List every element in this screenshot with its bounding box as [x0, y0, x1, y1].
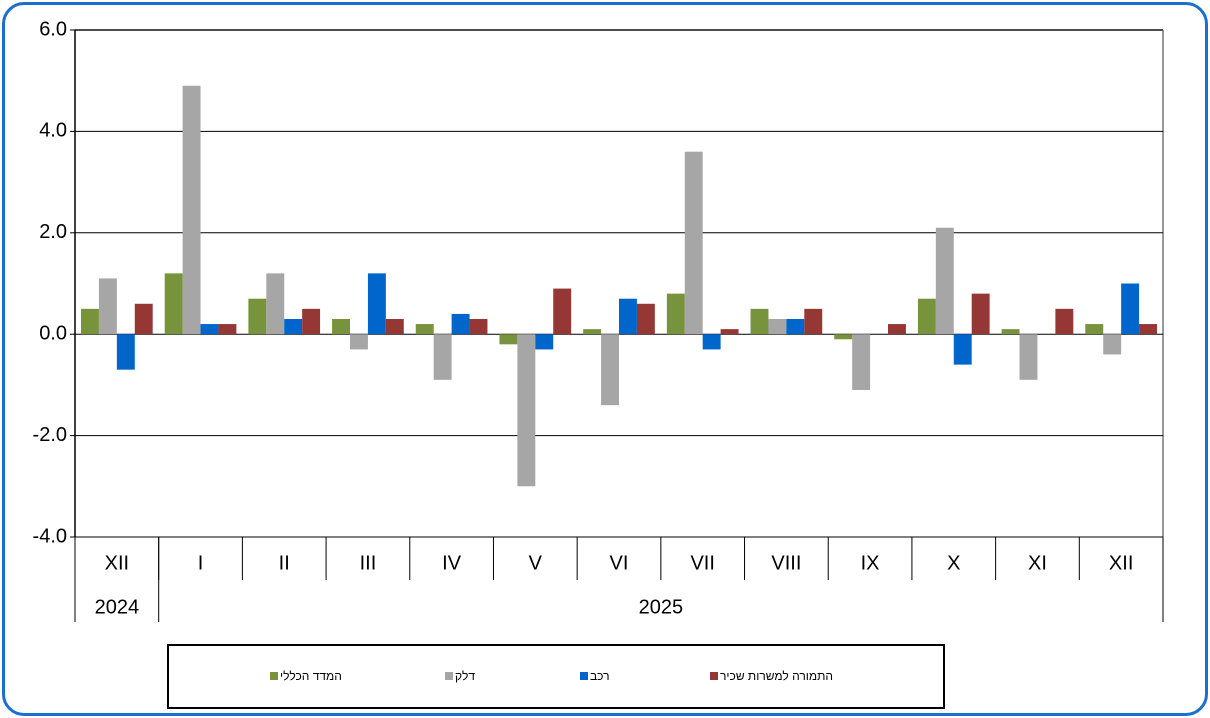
x-tick-label: VII — [690, 552, 714, 574]
bar — [499, 334, 518, 345]
bar — [917, 298, 936, 335]
bar — [804, 308, 823, 335]
bar — [971, 293, 990, 335]
bar — [684, 151, 703, 335]
bar — [636, 303, 655, 335]
bar — [200, 324, 219, 335]
bar — [768, 318, 787, 335]
legend-label: רכב — [590, 669, 610, 683]
legend-marker — [445, 672, 453, 680]
bar — [81, 308, 99, 335]
bar — [535, 334, 554, 350]
bar — [1001, 329, 1020, 335]
bar — [953, 334, 972, 365]
bar — [302, 308, 321, 335]
legend-label: התמורה למשרות שכיר — [720, 669, 833, 683]
x-tick-label: V — [529, 552, 543, 574]
bar — [116, 334, 135, 370]
x-tick-label: VIII — [771, 552, 801, 574]
bar — [451, 313, 470, 335]
legend-box — [167, 644, 945, 709]
legend-marker — [710, 672, 718, 680]
bar — [98, 278, 117, 335]
x-tick-label: XI — [1028, 552, 1047, 574]
bar — [888, 324, 906, 335]
bar — [720, 329, 739, 335]
bar — [1055, 308, 1074, 335]
bar — [935, 227, 954, 335]
bar — [553, 288, 572, 335]
x-group-label: 2024 — [95, 596, 140, 618]
bar — [415, 324, 434, 335]
x-tick-label: III — [360, 552, 377, 574]
x-tick-label: X — [947, 552, 960, 574]
y-tick-label: 0.0 — [39, 322, 67, 344]
bar — [248, 298, 267, 335]
bar — [619, 298, 637, 335]
bar — [666, 293, 685, 335]
bar — [385, 318, 404, 335]
legend-label: דלק — [455, 669, 475, 683]
bar — [601, 334, 619, 406]
bar — [583, 329, 602, 335]
bar — [702, 334, 721, 350]
legend-marker — [580, 672, 588, 680]
bar — [1121, 283, 1140, 335]
bar — [182, 85, 201, 335]
x-tick-label: XII — [1109, 552, 1133, 574]
bar — [164, 273, 183, 335]
bar — [834, 334, 853, 340]
x-tick-label: IV — [442, 552, 462, 574]
y-tick-label: 6.0 — [39, 18, 67, 40]
bar — [1019, 334, 1038, 380]
bar — [852, 334, 871, 390]
bar — [332, 318, 350, 335]
bar — [750, 308, 769, 335]
bar — [1085, 324, 1104, 335]
bar — [433, 334, 452, 380]
bar — [517, 334, 536, 487]
bar — [266, 273, 285, 335]
bar — [350, 334, 368, 350]
y-tick-label: 4.0 — [39, 120, 67, 142]
x-tick-label: I — [198, 552, 204, 574]
y-tick-label: 2.0 — [39, 221, 67, 243]
x-tick-label: IX — [861, 552, 880, 574]
bar — [218, 324, 237, 335]
bar — [1103, 334, 1122, 355]
legend-marker — [270, 672, 278, 680]
legend-label: המדד הכללי — [280, 669, 342, 683]
bar — [786, 318, 805, 335]
x-tick-label: II — [279, 552, 290, 574]
bar — [469, 318, 488, 335]
x-group-label: 2025 — [639, 596, 684, 618]
x-tick-label: XII — [105, 552, 129, 574]
bar — [284, 318, 303, 335]
bar — [134, 303, 153, 335]
y-tick-label: -2.0 — [33, 424, 67, 446]
y-tick-label: -4.0 — [33, 525, 67, 547]
bar — [367, 273, 386, 335]
x-tick-label: VI — [610, 552, 629, 574]
bar — [1139, 324, 1157, 335]
